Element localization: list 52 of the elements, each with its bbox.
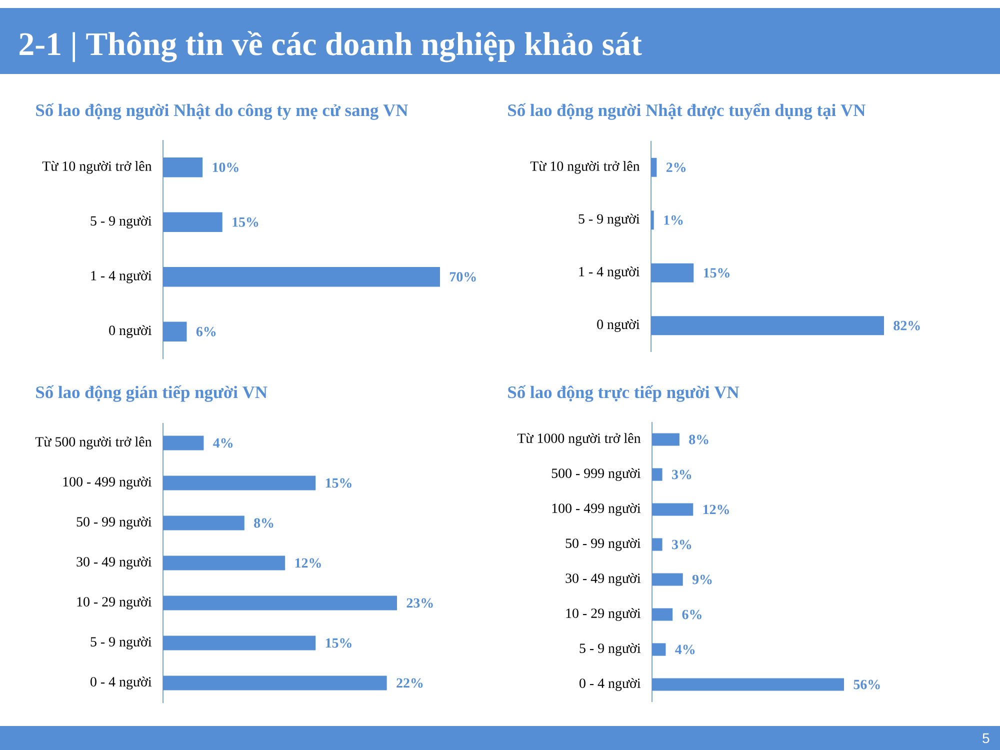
y-tick-label: 100 - 499 người: [552, 503, 641, 516]
y-tick-label: 50 - 99 người: [566, 538, 641, 551]
data-label: 15%: [326, 638, 352, 648]
data-label: 15%: [704, 268, 730, 278]
y-tick-label: 0 người: [109, 325, 152, 338]
data-label: 1%: [664, 215, 683, 225]
data-label: 56%: [854, 680, 880, 690]
y-tick-label: Từ 10 người trở lên: [530, 161, 640, 174]
y-tick-label: 1 - 4 người: [579, 266, 640, 280]
y-tick-label: 5 - 9 người: [578, 214, 640, 226]
data-label: 3%: [672, 470, 692, 480]
chart-title: Số lao động gián tiếp người VN: [36, 385, 268, 402]
y-tick-label: Từ 500 người trở lên: [35, 436, 152, 450]
chart-title: Số lao động trực tiếp người VN: [508, 385, 740, 402]
y-tick-label: 50 - 99 người: [76, 516, 152, 530]
data-label: 4%: [675, 644, 695, 654]
y-tick-label: 0 người: [597, 319, 640, 332]
data-label: 6%: [196, 326, 216, 336]
data-label: 15%: [326, 478, 352, 488]
y-tick-label: Từ 10 người trở lên: [42, 161, 152, 174]
data-label: 6%: [682, 610, 702, 620]
y-tick-label: 10 - 29 người: [77, 596, 152, 610]
y-tick-label: 30 - 49 người: [566, 573, 641, 586]
data-label: 3%: [672, 540, 692, 550]
y-tick-label: 5 - 9 người: [90, 636, 152, 650]
data-label: 8%: [689, 434, 708, 444]
y-tick-label: 30 - 49 người: [76, 556, 152, 570]
y-tick-label: 100 - 499 người: [63, 476, 152, 490]
data-label: 2%: [666, 162, 686, 172]
data-label: 4%: [213, 438, 233, 448]
data-label: 70%: [450, 272, 476, 282]
data-label: 22%: [396, 678, 423, 688]
text: 2-1 | Thông tin về các doanh nghiệp khảo sát: [20, 31, 642, 62]
y-tick-label: 5 - 9 người: [90, 216, 152, 228]
data-label: 10%: [212, 162, 238, 172]
y-tick-label: 10 - 29 người: [566, 608, 641, 621]
data-label: 12%: [703, 504, 729, 514]
data-label: 23%: [406, 598, 433, 608]
data-label: 15%: [232, 217, 258, 227]
data-label: 12%: [295, 558, 321, 568]
y-tick-label: Từ 1000 người trở lên: [517, 433, 641, 446]
data-label: 9%: [692, 574, 712, 584]
y-tick-label: 5 - 9 người: [580, 643, 641, 656]
data-label: 82%: [894, 320, 920, 330]
chart-title: Số lao động người Nhật được tuyển dụng tại VN: [508, 103, 866, 120]
text: 5: [982, 733, 990, 744]
y-tick-label: 0 - 4 người: [580, 678, 641, 691]
y-tick-label: 0 - 4 người: [90, 676, 152, 690]
data-label: 8%: [254, 518, 274, 528]
y-tick-label: 1 - 4 người: [91, 270, 152, 284]
chart-title: Số lao động người Nhật do công ty mẹ cử sang VN: [36, 103, 408, 120]
y-tick-label: 500 - 999 người: [552, 468, 641, 481]
